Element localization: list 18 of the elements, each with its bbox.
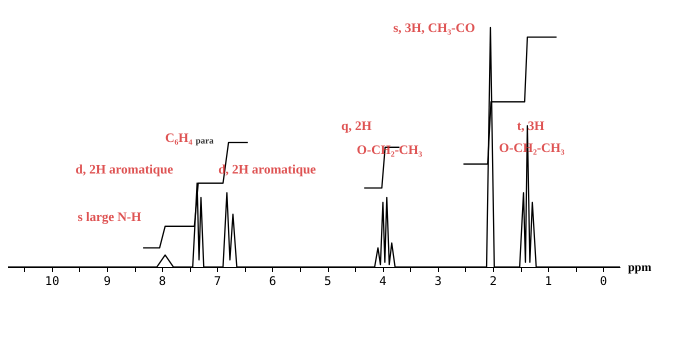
x-tick-label: 4 [379,274,387,288]
annotation: s large N-H [78,209,142,224]
x-axis-title: ppm [628,260,652,274]
x-tick-label: 7 [214,274,222,288]
x-tick-label: 8 [158,274,166,288]
annotation: q, 2H [341,118,372,134]
x-tick-label: 10 [44,274,60,288]
annotation: s, 3H, CH₃-CO [393,20,476,36]
annotation: t, 3H [516,118,544,134]
x-tick-label: 5 [324,274,332,288]
x-tick-label: 0 [600,274,608,288]
annotation: C₆H₄ para [165,130,214,146]
x-tick-label: 1 [544,274,552,288]
annotation: d, 2H aromatique [76,161,174,176]
x-tick-label: 6 [269,274,276,288]
x-tick-label: 9 [104,274,111,288]
x-tick-label: 3 [434,274,442,288]
x-tick-label: 2 [490,274,497,288]
